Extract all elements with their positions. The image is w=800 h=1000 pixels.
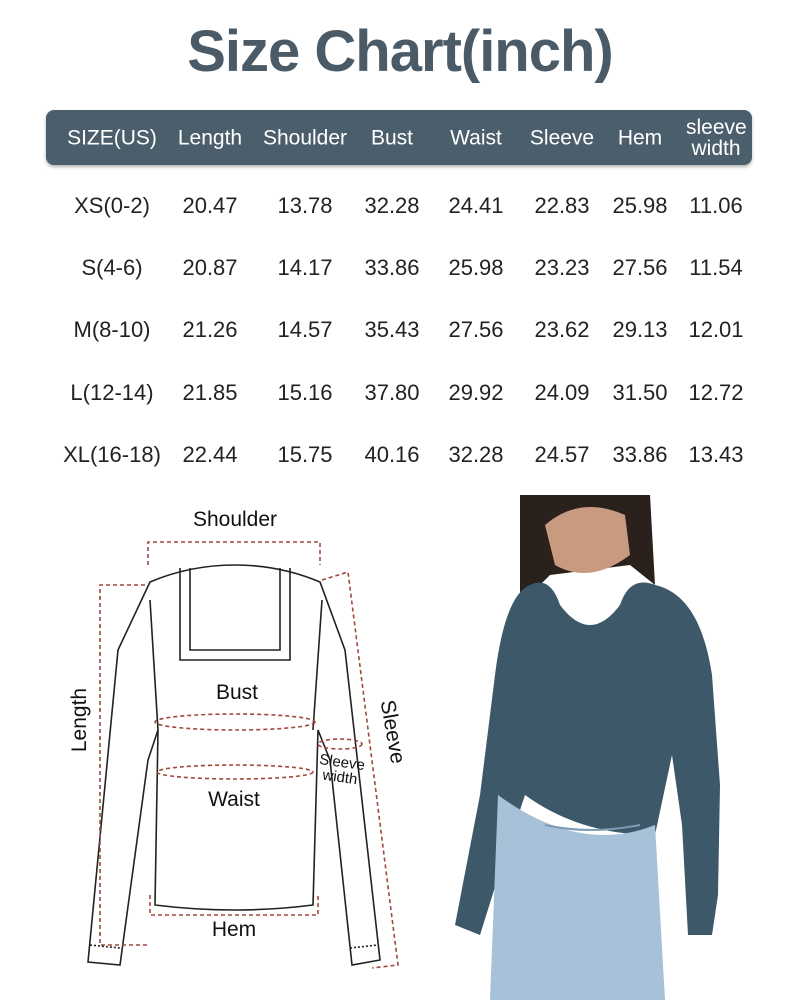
size-cell: XS(0-2) [74, 193, 150, 218]
column-header: SIZE(US) [67, 126, 157, 150]
column-header: Waist [450, 126, 502, 150]
top [455, 582, 720, 935]
waist-label: Waist [208, 788, 260, 811]
measurement-cell: 11.06 [689, 193, 743, 218]
jeans [490, 795, 665, 1000]
measurement-cell: 29.92 [448, 380, 504, 405]
measurement-cell: 40.16 [364, 442, 420, 467]
bust-label: Bust [215, 681, 259, 704]
measurement-cell: 27.56 [612, 255, 668, 280]
measurement-cell: 33.86 [364, 255, 420, 280]
measurement-cell: 13.78 [277, 193, 333, 218]
measurement-cell: 23.23 [534, 255, 590, 280]
measurement-cell: 11.54 [689, 255, 743, 280]
measurement-cell: 14.17 [277, 255, 333, 280]
measurement-cell: 15.16 [277, 380, 333, 405]
measurement-cell: 33.86 [612, 442, 668, 467]
size-cell: L(12-14) [70, 380, 154, 405]
measurement-cell: 22.44 [182, 442, 238, 467]
column-header: Bust [370, 126, 414, 150]
column-header: Shoulder [262, 126, 348, 150]
measurement-cell: 12.01 [688, 317, 744, 342]
measurement-cell: 22.83 [534, 193, 590, 218]
measurement-cell: 37.80 [364, 380, 420, 405]
measurement-cell: 31.50 [612, 380, 668, 405]
measurement-cell: 24.57 [534, 442, 590, 467]
size-cell: S(4-6) [81, 255, 143, 280]
size-cell: M(8-10) [73, 317, 151, 342]
measure-lines [99, 541, 399, 969]
column-header: Hem [617, 126, 663, 150]
size-cell: XL(16-18) [63, 442, 161, 467]
skin [545, 507, 630, 573]
measurement-cell: 24.09 [534, 380, 590, 405]
shoulder-label: Shoulder [192, 508, 278, 531]
shirt-outline [87, 564, 381, 966]
model-photo [455, 495, 720, 1000]
hem-label: Hem [211, 918, 257, 941]
measurement-cell: 21.85 [182, 380, 238, 405]
measurement-cell: 20.87 [182, 255, 238, 280]
measurement-cell: 13.43 [688, 442, 744, 467]
column-header: Length [177, 126, 243, 150]
table-header [46, 110, 752, 165]
column-header: sleeve width [686, 116, 747, 160]
column-header: Sleeve [529, 126, 595, 150]
sleeve-width-label: Sleeve width [316, 751, 366, 788]
measurement-cell: 20.47 [182, 193, 238, 218]
measurement-cell: 21.26 [182, 317, 238, 342]
measurement-cell: 32.28 [448, 442, 504, 467]
measurement-cell: 24.41 [448, 193, 504, 218]
measurement-cell: 27.56 [448, 317, 504, 342]
measurement-cell: 35.43 [364, 317, 420, 342]
measurement-cell: 14.57 [277, 317, 333, 342]
length-label: Length [68, 687, 91, 753]
measurement-cell: 23.62 [534, 317, 590, 342]
measurement-cell: 25.98 [612, 193, 668, 218]
garment-diagram [87, 541, 399, 969]
page-title: Size Chart(inch) [187, 19, 614, 84]
measurement-cell: 29.13 [612, 317, 668, 342]
measurement-cell: 32.28 [364, 193, 420, 218]
measurement-cell: 25.98 [448, 255, 504, 280]
measurement-cell: 15.75 [277, 442, 333, 467]
measurement-cell: 12.72 [688, 380, 744, 405]
